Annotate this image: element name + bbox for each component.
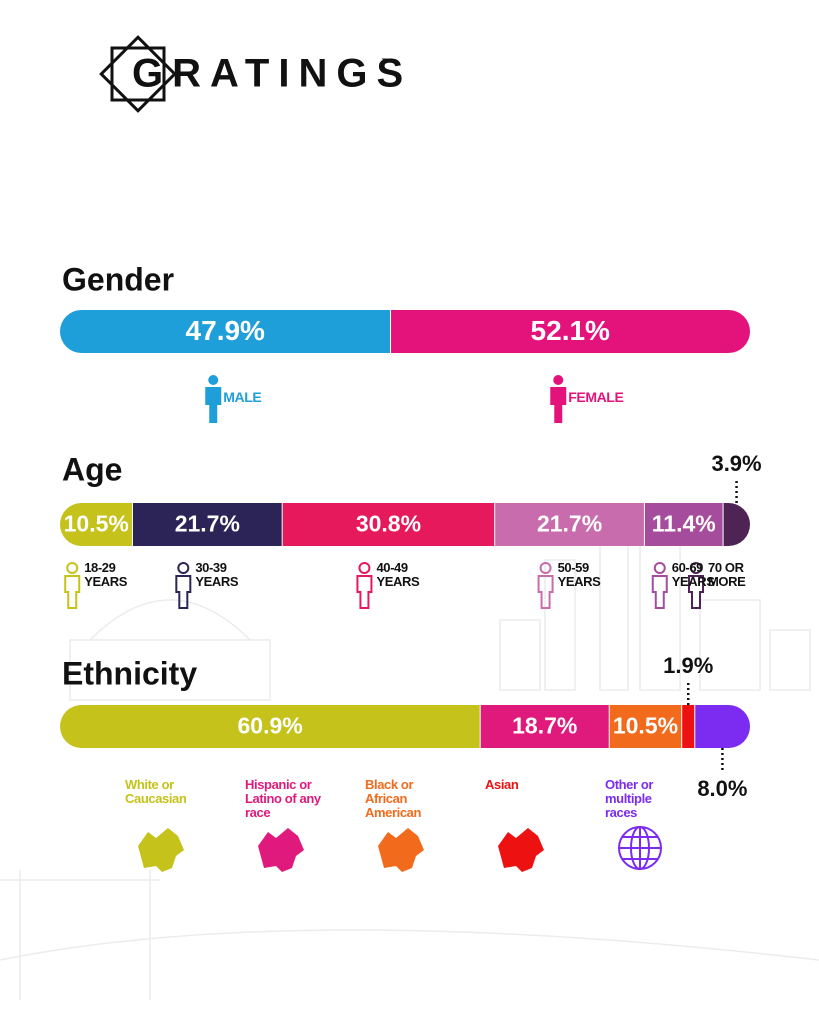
category-label: Hispanic or Latino of any race (245, 777, 321, 820)
bar-segment (644, 503, 724, 546)
icon-body (651, 575, 668, 609)
bar-segment (132, 503, 283, 546)
icon-body (688, 575, 704, 609)
stacked-bar (60, 310, 750, 353)
stacked-bar (60, 705, 750, 748)
section-title: Ethnicity (62, 655, 197, 691)
logo-text: GRATINGS (132, 52, 412, 96)
bar-segment (390, 310, 750, 353)
icon-head (539, 562, 552, 574)
continent-icon (498, 828, 544, 872)
value-label: 10.5% (613, 713, 678, 739)
value-label: 30.8% (356, 511, 421, 537)
value-label: 3.9% (711, 451, 761, 476)
category-label: 30-39 YEARS (195, 560, 239, 589)
value-label: 8.0% (697, 776, 747, 801)
skyline-sketch (0, 519, 819, 1000)
person-icon (205, 375, 222, 423)
value-label: 47.9% (186, 315, 265, 346)
bar-segment (609, 705, 682, 748)
icon-head (177, 562, 190, 574)
category-label: MALE (223, 389, 262, 405)
value-label: 18.7% (512, 713, 577, 739)
person-icon (537, 562, 554, 609)
category-label: 70 OR MORE (708, 560, 746, 589)
icon-body (550, 387, 567, 423)
icon-body (205, 387, 222, 423)
icon-body (175, 575, 192, 609)
bar-segment (681, 705, 695, 748)
continent-icon (138, 828, 184, 872)
value-label: 21.7% (175, 511, 240, 537)
bar-segment (60, 705, 481, 748)
section-title: Gender (62, 261, 174, 297)
category-label: 60-69 YEARS (671, 560, 715, 589)
value-label: 60.9% (237, 713, 302, 739)
value-label: 11.4% (652, 511, 716, 537)
category-label: White or Caucasian (125, 777, 187, 806)
category-label: Other or multiple races (605, 777, 654, 820)
section-title: Age (62, 451, 122, 487)
person-icon (688, 562, 704, 609)
category-label: Asian (485, 777, 519, 792)
bar-segment (60, 310, 391, 353)
bar-segment (723, 503, 750, 546)
value-label: 52.1% (531, 315, 610, 346)
person-icon (175, 562, 192, 609)
bar-segment (60, 503, 133, 546)
value-label: 1.9% (663, 653, 713, 678)
trademark: ™ (381, 55, 394, 70)
bar-segment (694, 705, 750, 748)
icon-head (653, 562, 666, 574)
category-label: 18-29 YEARS (84, 560, 128, 589)
bar-segment (480, 705, 610, 748)
person-icon (356, 562, 373, 609)
bar-segment (282, 503, 495, 546)
value-label: 10.5% (64, 511, 129, 537)
icon-head (208, 375, 219, 385)
globe-icon (618, 826, 662, 870)
category-label: 50-59 YEARS (557, 560, 601, 589)
icon-head (66, 562, 79, 574)
icon-head (553, 375, 564, 385)
icon-head (358, 562, 371, 574)
stacked-bar (60, 503, 750, 546)
icon-lines (619, 827, 661, 869)
person-icon (64, 562, 81, 609)
category-label: 40-49 YEARS (376, 560, 420, 589)
person-icon (550, 375, 567, 423)
continent-icon (378, 828, 424, 872)
category-label: FEMALE (568, 389, 624, 405)
continent-icon (258, 828, 304, 872)
icon-body (537, 575, 554, 609)
person-icon (651, 562, 668, 609)
icon-body (64, 575, 81, 609)
category-label: Black or African American (365, 777, 422, 820)
logo-mark (99, 35, 177, 113)
bar-segment (494, 503, 645, 546)
value-label: 21.7% (537, 511, 602, 537)
icon-head (690, 562, 702, 574)
icon-body (356, 575, 373, 609)
